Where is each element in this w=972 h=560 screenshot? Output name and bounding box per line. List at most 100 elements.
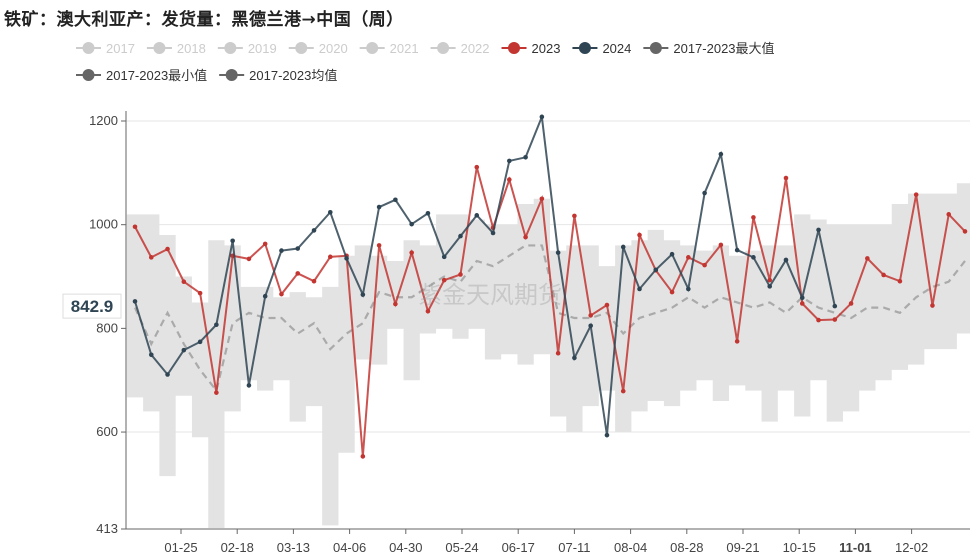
legend-item-2017-2023均值[interactable]: 2017-2023均值 bbox=[219, 68, 337, 83]
series-point-2023 bbox=[686, 255, 691, 260]
y-tick-label: 800 bbox=[96, 320, 118, 335]
series-point-2023 bbox=[702, 262, 707, 268]
series-point-2024 bbox=[620, 244, 626, 250]
legend-item-2017[interactable]: 2017 bbox=[76, 41, 135, 56]
series-point-2023 bbox=[458, 272, 463, 277]
legend-label: 2017-2023最小值 bbox=[106, 68, 207, 83]
series-point-2024 bbox=[425, 210, 431, 216]
x-tick-label: 08-04 bbox=[614, 540, 647, 555]
series-point-2023 bbox=[848, 301, 854, 306]
x-tick-label: 04-30 bbox=[389, 540, 422, 555]
legend-marker bbox=[437, 42, 450, 54]
series-point-2023 bbox=[588, 313, 593, 318]
series-point-2023 bbox=[409, 250, 414, 255]
x-tick-label: 09-21 bbox=[726, 540, 759, 555]
series-point-2023 bbox=[897, 278, 903, 284]
series-point-2023 bbox=[734, 339, 740, 344]
series-point-2024 bbox=[669, 251, 675, 257]
series-point-2024 bbox=[311, 228, 317, 233]
series-point-2024 bbox=[376, 204, 382, 210]
series-point-2024 bbox=[458, 233, 463, 239]
legend-label: 2017 bbox=[106, 41, 135, 56]
series-point-2023 bbox=[832, 317, 838, 322]
series-point-2024 bbox=[604, 432, 610, 438]
series-layer bbox=[132, 114, 968, 459]
y-tick-label: 1200 bbox=[89, 113, 118, 128]
series-line-2024 bbox=[134, 116, 836, 436]
max-min-area bbox=[126, 183, 971, 528]
series-point-2023 bbox=[799, 301, 805, 306]
series-point-2023 bbox=[881, 272, 886, 278]
legend: 2017 2018 2019 2020 2021 2022 2023 2024 2017-202… bbox=[76, 41, 775, 83]
y-tick-label: 1000 bbox=[89, 217, 118, 232]
series-point-2023 bbox=[181, 279, 187, 285]
series-point-2023 bbox=[865, 256, 870, 261]
legend-label: 2018 bbox=[177, 41, 206, 56]
series-point-2024 bbox=[262, 293, 268, 299]
series-point-2024 bbox=[409, 221, 414, 227]
x-tick-label: 01-25 bbox=[164, 540, 197, 555]
x-tick-label: 11-01 bbox=[839, 540, 872, 555]
series-point-2024 bbox=[279, 248, 284, 253]
series-point-2024 bbox=[702, 190, 707, 196]
legend-item-2020[interactable]: 2020 bbox=[288, 41, 348, 56]
series-point-2023 bbox=[148, 255, 154, 260]
series-point-2024 bbox=[295, 246, 301, 251]
series-point-2023 bbox=[555, 350, 561, 356]
legend-marker bbox=[578, 42, 591, 54]
x-tick-label: 08-28 bbox=[670, 540, 703, 555]
series-point-2024 bbox=[523, 154, 528, 160]
legend-item-2019[interactable]: 2019 bbox=[217, 41, 277, 56]
series-point-2023 bbox=[767, 277, 773, 283]
series-point-2023 bbox=[262, 241, 268, 247]
series-point-2024 bbox=[344, 256, 349, 261]
series-point-2023 bbox=[751, 215, 756, 220]
series-point-2024 bbox=[718, 151, 724, 157]
legend-label: 2020 bbox=[319, 41, 348, 56]
legend-item-2017-2023最小值[interactable]: 2017-2023最小值 bbox=[76, 68, 207, 83]
series-point-2023 bbox=[523, 234, 528, 240]
y-pointer-box bbox=[62, 293, 122, 319]
series-point-2024 bbox=[165, 372, 170, 377]
legend-item-2017-2023最大值[interactable]: 2017-2023最大值 bbox=[643, 41, 775, 56]
legend-marker bbox=[82, 69, 95, 81]
y-tick-label: 413 bbox=[96, 521, 118, 536]
y-pointer-label: 842.9 bbox=[71, 297, 114, 316]
watermark-text: 紫金天风期货 bbox=[418, 281, 562, 309]
series-point-2023 bbox=[165, 246, 170, 252]
legend-item-2022[interactable]: 2022 bbox=[430, 41, 490, 56]
legend-label: 2023 bbox=[532, 41, 561, 56]
series-point-2023 bbox=[669, 289, 675, 295]
legend-marker bbox=[82, 42, 95, 54]
series-point-2024 bbox=[734, 247, 740, 253]
legend-label: 2024 bbox=[602, 41, 631, 56]
legend-item-2021[interactable]: 2021 bbox=[359, 41, 419, 56]
series-point-2024 bbox=[783, 257, 789, 263]
series-point-2024 bbox=[588, 323, 593, 329]
series-point-2024 bbox=[181, 347, 187, 353]
x-tick-label: 07-11 bbox=[558, 540, 590, 555]
series-point-2023 bbox=[539, 196, 545, 202]
legend-label: 2019 bbox=[248, 41, 277, 56]
legend-item-2023[interactable]: 2023 bbox=[501, 41, 561, 56]
legend-marker bbox=[649, 42, 662, 54]
legend-label: 2017-2023均值 bbox=[249, 68, 337, 83]
x-tick-label: 06-17 bbox=[502, 540, 535, 555]
series-point-2023 bbox=[376, 243, 382, 248]
series-point-2024 bbox=[214, 322, 219, 328]
x-tick-label: 03-13 bbox=[277, 540, 310, 555]
series-point-2023 bbox=[816, 317, 821, 323]
series-point-2024 bbox=[246, 383, 252, 388]
series-point-2024 bbox=[653, 267, 659, 273]
series-line-2023 bbox=[134, 166, 966, 457]
series-point-2024 bbox=[230, 238, 235, 244]
series-point-2024 bbox=[751, 255, 756, 260]
series-point-2023 bbox=[327, 254, 333, 260]
legend-item-2024[interactable]: 2024 bbox=[572, 41, 631, 56]
legend-label: 2021 bbox=[390, 41, 419, 56]
series-point-2024 bbox=[490, 230, 496, 236]
series-point-2023 bbox=[637, 232, 642, 238]
legend-marker bbox=[295, 42, 308, 54]
legend-item-2018[interactable]: 2018 bbox=[146, 41, 206, 56]
